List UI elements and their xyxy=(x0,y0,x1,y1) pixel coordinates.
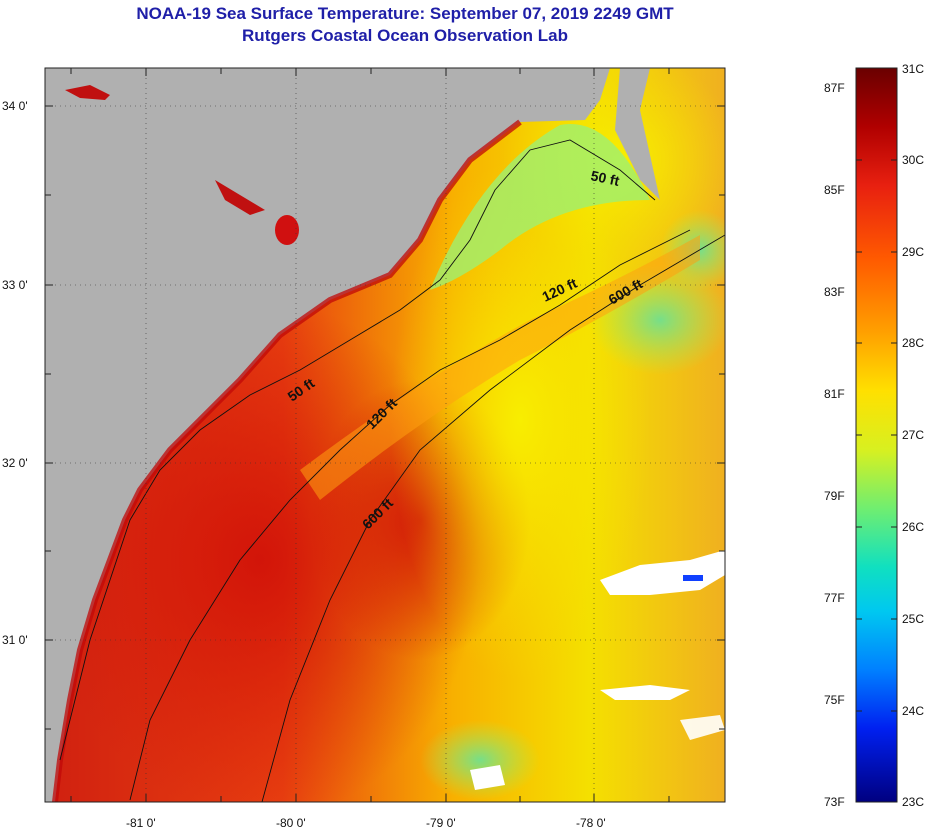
cold-pixels xyxy=(683,575,703,581)
sst-field xyxy=(45,68,725,802)
lon-label: -80 0' xyxy=(276,816,306,830)
cloud-mask xyxy=(600,685,690,700)
lake xyxy=(65,85,110,100)
lake xyxy=(275,215,299,245)
colorbar-celsius-label: 28C xyxy=(902,336,925,350)
lon-label: -78 0' xyxy=(576,816,606,830)
contour-label-50ft-north: 50 ft xyxy=(589,167,621,189)
lat-label: 33 0' xyxy=(2,278,28,292)
land-mass xyxy=(45,68,610,802)
graticule xyxy=(45,68,725,802)
colorbar-ticks xyxy=(856,159,897,712)
colorbar-fahrenheit-label: 85F xyxy=(824,183,845,197)
moderate-water-region xyxy=(390,160,650,680)
cloud-mask xyxy=(470,765,505,790)
cloud-mask xyxy=(680,715,725,740)
contour-600ft xyxy=(261,234,725,802)
colorbar-celsius-label: 29C xyxy=(902,245,925,259)
colorbar-fahrenheit-label: 83F xyxy=(824,285,845,299)
colorbar-fahrenheit-label: 75F xyxy=(824,693,845,707)
lon-label: -79 0' xyxy=(426,816,456,830)
colorbar-fahrenheit-label: 77F xyxy=(824,591,845,605)
map-frame xyxy=(44,67,726,803)
colorbar-fahrenheit-label: 81F xyxy=(824,387,845,401)
cloud-mask xyxy=(600,550,725,595)
colorbar-fahrenheit-label: 87F xyxy=(824,81,845,95)
colorbar-fahrenheit-label: 73F xyxy=(824,795,845,809)
colorbar xyxy=(855,67,898,803)
colorbar-fahrenheit-label: 79F xyxy=(824,489,845,503)
colorbar-celsius-label: 27C xyxy=(902,428,925,442)
lat-label: 31 0' xyxy=(2,633,28,647)
cool-nearshore-region xyxy=(430,123,650,291)
colorbar-celsius-label: 31C xyxy=(902,62,925,76)
land-mass xyxy=(615,68,660,200)
colorbar-celsius-label: 23C xyxy=(902,795,925,809)
map-subtitle: Rutgers Coastal Ocean Observation Lab xyxy=(242,26,568,45)
tick-marks xyxy=(45,68,725,802)
contour-50ft xyxy=(59,139,656,761)
colorbar-celsius-label: 24C xyxy=(902,704,925,718)
colorbar-celsius-label: 25C xyxy=(902,612,925,626)
lat-label: 32 0' xyxy=(2,456,28,470)
lat-label: 34 0' xyxy=(2,99,28,113)
cool-water-region xyxy=(420,720,540,800)
colorbar-celsius-label: 26C xyxy=(902,520,925,534)
map-title: NOAA-19 Sea Surface Temperature: Septemb… xyxy=(136,4,674,23)
colorbar-celsius-label: 30C xyxy=(902,153,925,167)
coastal-fringe xyxy=(52,119,522,802)
shelf-band xyxy=(300,235,700,500)
contour-120ft xyxy=(129,229,691,801)
lake xyxy=(215,180,265,215)
lon-label: -81 0' xyxy=(126,816,156,830)
